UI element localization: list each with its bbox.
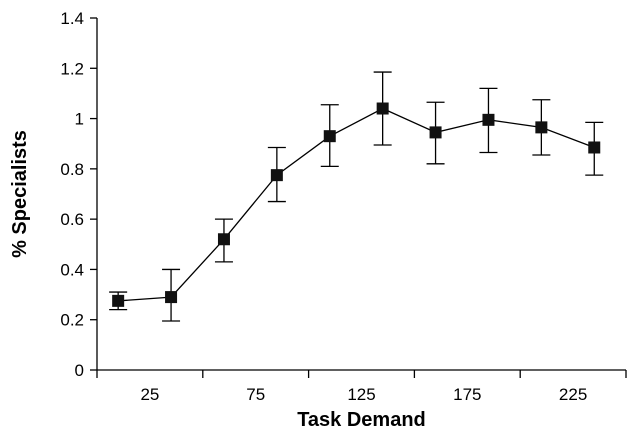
- data-point: [429, 126, 442, 139]
- data-point: [270, 169, 283, 182]
- y-tick-label: 0.8: [60, 160, 84, 179]
- y-tick-label: 0: [75, 361, 84, 380]
- y-axis: 0 0.2 0.4 0.6 0.8 1 1.2 1.4: [60, 9, 98, 380]
- data-point: [535, 121, 548, 134]
- data-point: [165, 291, 178, 304]
- data-point: [482, 113, 495, 126]
- error-bars: [109, 71, 604, 322]
- x-tick-label: 75: [246, 385, 265, 404]
- data-point: [112, 294, 125, 307]
- x-tick-label: 225: [559, 385, 587, 404]
- series-line-group: [118, 107, 595, 302]
- x-tick-label: 125: [347, 385, 375, 404]
- data-point: [323, 130, 336, 143]
- data-markers: [112, 102, 601, 307]
- x-tick-label: 175: [453, 385, 481, 404]
- data-point: [217, 233, 230, 246]
- y-tick-label: 0.2: [60, 311, 84, 330]
- y-tick-label: 0.4: [60, 260, 84, 279]
- y-tick-label: 1: [75, 110, 84, 129]
- y-axis-title: % Specialists: [9, 130, 31, 258]
- series-line: [118, 107, 595, 302]
- x-tick-label: 25: [140, 385, 159, 404]
- x-axis-title: Task Demand: [297, 409, 426, 431]
- y-tick-label: 1.4: [60, 9, 84, 28]
- y-tick-label: 1.2: [60, 59, 84, 78]
- data-point: [588, 141, 601, 154]
- y-tick-label: 0.6: [60, 210, 84, 229]
- x-axis: 25 75 125 175 225: [96, 369, 627, 404]
- data-point: [376, 102, 389, 115]
